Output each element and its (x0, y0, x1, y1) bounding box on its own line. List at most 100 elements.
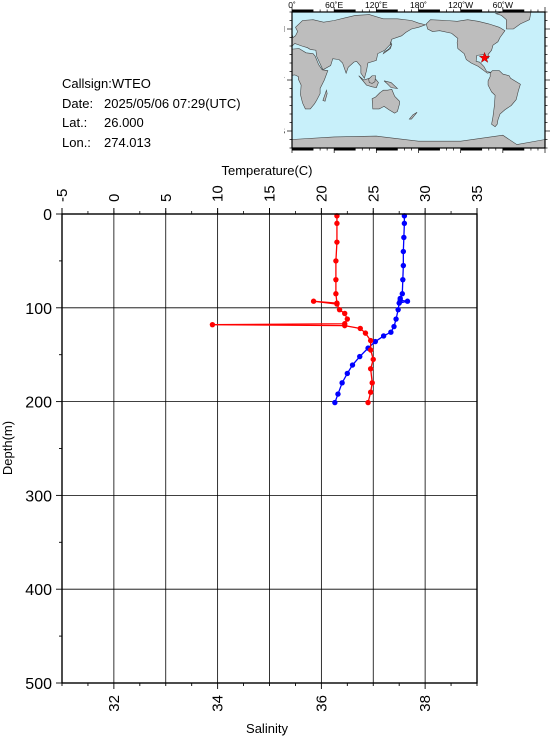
map-lon-label: 180˚ (410, 0, 427, 10)
landmass-borneo (368, 75, 376, 84)
callsign-row: Callsign:WTEO (62, 74, 241, 94)
salinity-point (334, 239, 340, 245)
temperature-point (396, 300, 402, 306)
temperature-point (399, 291, 405, 297)
salinity-point (367, 366, 374, 372)
series-layer (209, 213, 411, 406)
lat-value: 26.000 (104, 115, 144, 130)
depth-tick-label: 300 (25, 488, 52, 505)
date-row: Date: 2025/05/06 07:29(UTC) (62, 94, 241, 114)
salinity-tick-label: 38 (417, 695, 434, 712)
temperature-point (400, 248, 407, 255)
temperature-tick-label: 35 (469, 185, 486, 202)
salinity-tick-label: 32 (106, 695, 123, 712)
salinity-point (342, 322, 348, 329)
salinity-tick-label: 36 (313, 695, 330, 712)
temperature-point (401, 220, 408, 227)
lon-row: Lon.: 274.013 (62, 133, 241, 153)
temperature-point (391, 323, 397, 330)
map-lon-label: 60˚E (325, 0, 343, 10)
salinity-point (209, 321, 216, 328)
temperature-point (335, 391, 341, 397)
salinity-point (336, 306, 343, 313)
landmass-antarctica (292, 134, 545, 148)
depth-tick-label: 500 (25, 676, 52, 693)
world-map: 0˚ 60˚E 120˚E 180˚ 120˚W 60˚W 60˚N 0˚ 60˚S (267, 0, 550, 153)
map-lat-label: 60˚N (284, 24, 285, 34)
callsign-value: WTEO (111, 76, 151, 91)
landmass-south-america (487, 70, 521, 128)
salinity-point (344, 316, 351, 322)
salinity-point (367, 389, 374, 395)
temperature-point (401, 234, 407, 241)
salinity-point (333, 258, 339, 264)
salinity-point (367, 347, 374, 353)
salinity-point (365, 399, 371, 406)
salinity-tick-label: 34 (210, 695, 227, 712)
depth-axis-title: Depth(m) (0, 421, 15, 475)
map-lon-label: 120˚W (448, 0, 473, 10)
station-marker-icon (478, 51, 491, 63)
temperature-point (339, 380, 345, 386)
map-lon-label: 120˚E (365, 0, 388, 10)
date-label: Date: (62, 95, 94, 111)
salinity-axis-title: Salinity (246, 721, 288, 736)
salinity-point (367, 337, 374, 344)
date-value: 2025/05/06 07:29(UTC) (104, 95, 241, 111)
station-info: Callsign:WTEO Date: 2025/05/06 07:29(UTC)… (62, 74, 241, 152)
landmass-north-america (425, 19, 506, 74)
temperature-tick-label: 5 (158, 194, 175, 202)
grid (62, 214, 477, 683)
salinity-point (310, 298, 317, 304)
temperature-tick-label: 30 (417, 185, 434, 202)
temperature-tick-label: 0 (106, 194, 123, 202)
depth-tick-label: 200 (25, 395, 52, 412)
temperature-point (395, 306, 401, 313)
temperature-point (344, 370, 351, 377)
salinity-point (333, 276, 339, 283)
salinity-series (209, 213, 376, 406)
temperature-tick-label: 25 (365, 185, 382, 202)
temperature-tick-label: 20 (313, 185, 330, 202)
map-lat-label: 60˚S (284, 126, 285, 136)
temperature-axis-title: Temperature(C) (221, 163, 312, 178)
lon-label: Lon.: (62, 134, 91, 150)
temperature-series (332, 213, 411, 406)
salinity-point (334, 220, 340, 227)
map-lon-label: 0˚ (288, 0, 296, 10)
salinity-point (370, 356, 376, 363)
temperature-point (388, 329, 394, 335)
temperature-tick-label: 10 (210, 185, 227, 202)
salinity-point (369, 380, 375, 386)
landmass-new-guinea (383, 80, 399, 89)
temperature-point (400, 276, 406, 283)
landmass-new-zealand (408, 112, 418, 120)
callsign-label: Callsign: (62, 76, 112, 91)
map-lat-label: 0˚ (284, 75, 285, 85)
salinity-point (342, 310, 348, 317)
depth-tick-label: 100 (25, 301, 52, 318)
temperature-point (404, 298, 411, 304)
lon-value: 274.013 (104, 134, 151, 150)
salinity-point (333, 291, 339, 297)
temperature-point (349, 362, 356, 368)
temperature-point (393, 316, 399, 322)
landmass-greenland (494, 12, 532, 30)
temperature-point (400, 262, 407, 269)
landmass-australia (371, 89, 400, 114)
temperature-tick-label: 15 (262, 185, 279, 202)
depth-tick-label: 0 (43, 207, 52, 224)
temperature-point (332, 399, 338, 406)
landmass-africa (292, 48, 329, 110)
salinity-point (362, 330, 369, 336)
temperature-point (372, 338, 379, 345)
salinity-point (357, 325, 363, 332)
landmass-japan (382, 41, 393, 55)
temperature-point (357, 353, 363, 360)
lat-label: Lat.: (62, 115, 88, 130)
location-map: 0˚ 60˚E 120˚E 180˚ 120˚W 60˚W 60˚N 0˚ 60˚S (267, 0, 553, 158)
salinity-point (334, 301, 340, 307)
temperature-tick-label: -5 (54, 189, 71, 202)
